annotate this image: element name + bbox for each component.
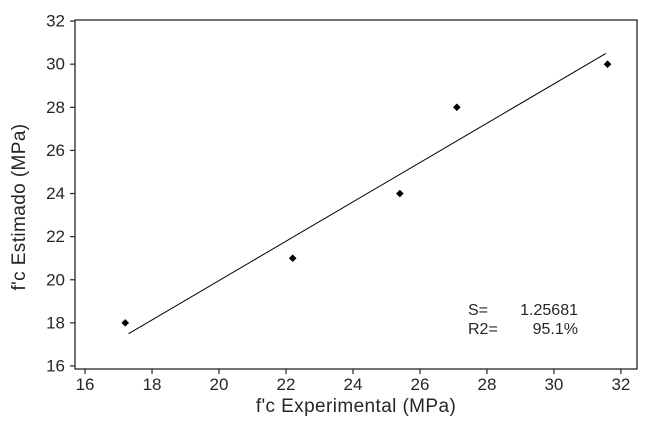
y-tick-label: 26 — [46, 141, 65, 160]
r2-label: R2= — [468, 321, 498, 338]
s-value: 1.25681 — [520, 302, 578, 319]
stat-row-s: S= 1.25681 — [468, 301, 578, 320]
y-tick-label: 30 — [46, 55, 65, 74]
data-point — [288, 254, 297, 262]
x-tick-label: 26 — [411, 375, 430, 394]
r2-value: 95.1% — [532, 321, 578, 338]
x-tick-label: 18 — [143, 375, 162, 394]
regression-stats: S= 1.25681 R2= 95.1% — [468, 301, 578, 339]
plot-frame — [74, 19, 638, 370]
stat-row-r2: R2= 95.1% — [468, 320, 578, 339]
y-axis-label: f'c Estimado (MPa) — [9, 123, 30, 291]
x-tick-label: 30 — [544, 375, 563, 394]
x-tick-label: 22 — [277, 375, 296, 394]
x-tick-label: 16 — [76, 375, 95, 394]
y-tick-label: 28 — [46, 98, 65, 117]
data-point — [396, 189, 404, 198]
x-tick-label: 32 — [611, 375, 630, 394]
x-tick-label: 28 — [477, 375, 496, 394]
data-point — [453, 103, 461, 112]
y-tick-label: 24 — [46, 184, 65, 203]
data-point — [603, 60, 612, 68]
y-tick-label: 22 — [46, 227, 65, 246]
data-point — [121, 319, 130, 327]
fit-line — [128, 52, 607, 335]
y-tick-label: 32 — [46, 12, 65, 31]
x-tick-label: 20 — [210, 375, 229, 394]
y-tick-label: 18 — [46, 313, 65, 332]
s-label: S= — [468, 302, 489, 319]
x-axis-label: f'c Experimental (MPa) — [255, 396, 457, 417]
x-tick-label: 24 — [344, 375, 363, 394]
y-tick-label: 20 — [46, 270, 65, 289]
y-tick-label: 16 — [46, 356, 65, 375]
